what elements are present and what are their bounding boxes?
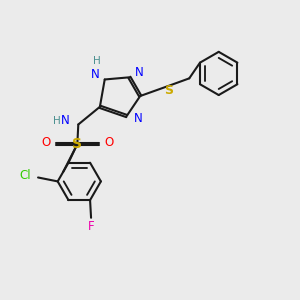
Text: H: H	[53, 116, 61, 126]
Text: O: O	[104, 136, 113, 148]
Text: O: O	[41, 136, 50, 148]
Text: N: N	[134, 112, 143, 124]
Text: H: H	[93, 56, 101, 66]
Text: S: S	[164, 84, 173, 97]
Text: Cl: Cl	[20, 169, 31, 182]
Text: N: N	[91, 68, 99, 81]
Text: N: N	[135, 66, 144, 79]
Text: N: N	[61, 114, 70, 127]
Text: F: F	[88, 220, 94, 233]
Text: S: S	[72, 137, 82, 151]
